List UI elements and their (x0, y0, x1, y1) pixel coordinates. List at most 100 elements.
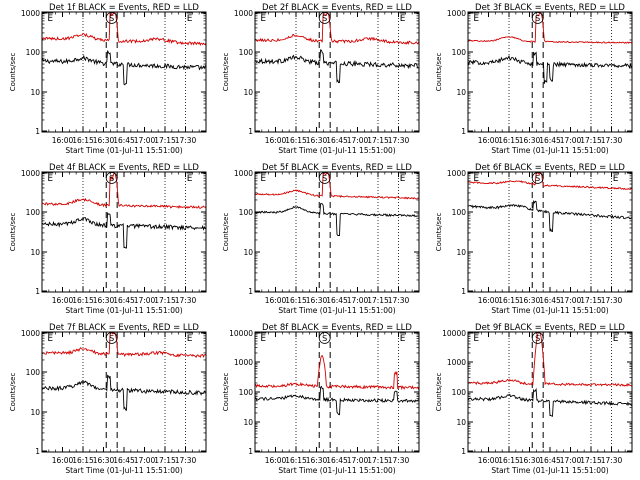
y-axis-label: Counts/sec (222, 213, 230, 252)
y-tick-label: 1000 (234, 358, 253, 367)
x-tick-label: 16:15 (72, 296, 94, 305)
y-tick-label: 10000 (229, 329, 253, 338)
y-tick-label: 1 (461, 447, 466, 456)
chart-title: Det 4f BLACK = Events, RED = LLD (49, 163, 199, 173)
y-tick-label: 10 (30, 88, 40, 97)
x-tick-label: 16:30 (519, 456, 541, 465)
event-marker-e-right: E (613, 14, 619, 24)
x-tick-label: 17:15 (367, 136, 389, 145)
x-tick-label: 16:30 (93, 456, 115, 465)
x-tick-label: 16:15 (285, 456, 307, 465)
event-marker-e-left: E (473, 174, 479, 184)
event-marker-s: S (535, 14, 540, 23)
y-tick-label: 1000 (447, 169, 466, 178)
event-marker-e-right: E (187, 174, 193, 184)
y-tick-label: 1000 (234, 9, 253, 18)
y-axis-label: Counts/sec (435, 53, 443, 92)
y-tick-label: 100 (26, 368, 41, 377)
series-line-black (254, 385, 420, 416)
chart-panel-1: Det 1f BLACK = Events, RED = LLD 1000 100 1… (9, 3, 207, 155)
y-axis-label: Counts/sec (9, 213, 17, 252)
event-marker-s: S (109, 174, 114, 183)
event-marker-s: S (535, 174, 540, 183)
x-tick-label: 16:45 (326, 136, 348, 145)
plot-frame (41, 11, 207, 133)
x-tick-label: 16:30 (93, 136, 115, 145)
y-tick-label: 1 (35, 447, 40, 456)
y-tick-label: 10 (30, 248, 40, 257)
chart-title: Det 3f BLACK = Events, RED = LLD (475, 3, 625, 13)
x-tick-label: 16:45 (539, 456, 561, 465)
x-tick-label: 16:45 (326, 456, 348, 465)
x-axis-label: Start Time (01-Jul-11 15:51:00) (278, 306, 395, 315)
y-tick-label: 1 (248, 447, 253, 456)
y-tick-label: 10000 (442, 329, 466, 338)
x-tick-label: 17:00 (134, 456, 156, 465)
x-tick-label: 16:30 (306, 456, 328, 465)
x-tick-label: 16:00 (52, 136, 74, 145)
y-tick-label: 100 (26, 208, 41, 217)
x-tick-label: 16:00 (52, 456, 74, 465)
series-line-black (254, 49, 420, 84)
y-tick-label: 100 (26, 48, 41, 57)
y-tick-label: 1000 (234, 169, 253, 178)
y-tick-label: 100 (239, 388, 254, 397)
x-tick-label: 17:15 (367, 456, 389, 465)
plot-frame (467, 331, 633, 453)
chart-panel-6: Det 6f BLACK = Events, RED = LLD 1000 100 1… (435, 163, 633, 315)
x-tick-label: 17:30 (388, 296, 410, 305)
event-marker-e-left: E (260, 14, 266, 24)
x-tick-label: 17:00 (560, 136, 582, 145)
chart-panel-8: Det 8f BLACK = Events, RED = LLD 10000 100… (222, 323, 420, 475)
event-marker-e-left: E (473, 334, 479, 344)
x-tick-label: 16:15 (72, 136, 94, 145)
chart-title: Det 6f BLACK = Events, RED = LLD (475, 163, 625, 173)
chart-title: Det 9f BLACK = Events, RED = LLD (475, 323, 625, 333)
x-axis-label: Start Time (01-Jul-11 15:51:00) (491, 466, 608, 475)
x-tick-label: 17:30 (175, 136, 197, 145)
series-line-red (254, 172, 420, 200)
chart-title: Det 5f BLACK = Events, RED = LLD (262, 163, 412, 173)
event-marker-e-left: E (473, 14, 479, 24)
chart-panel-9: Det 9f BLACK = Events, RED = LLD 10000 100… (435, 323, 633, 475)
x-tick-label: 17:15 (154, 136, 176, 145)
x-axis-label: Start Time (01-Jul-11 15:51:00) (278, 466, 395, 475)
x-tick-label: 17:30 (175, 296, 197, 305)
event-marker-e-left: E (47, 174, 53, 184)
chart-title: Det 7f BLACK = Events, RED = LLD (49, 323, 199, 333)
x-axis-label: Start Time (01-Jul-11 15:51:00) (491, 306, 608, 315)
x-tick-label: 17:00 (347, 456, 369, 465)
x-tick-label: 16:15 (498, 456, 520, 465)
event-marker-e-left: E (47, 14, 53, 24)
y-tick-label: 10 (30, 408, 40, 417)
event-marker-e-right: E (400, 174, 406, 184)
x-tick-label: 16:30 (306, 136, 328, 145)
y-tick-label: 1 (248, 287, 253, 296)
event-marker-s-circle (105, 332, 118, 344)
x-axis-label: Start Time (01-Jul-11 15:51:00) (65, 306, 182, 315)
event-marker-s: S (535, 334, 540, 343)
y-tick-label: 1 (461, 127, 466, 136)
x-tick-label: 16:00 (265, 136, 287, 145)
x-tick-label: 16:15 (72, 456, 94, 465)
event-marker-e-left: E (260, 174, 266, 184)
y-axis-label: Counts/sec (9, 373, 17, 412)
series-line-red (41, 332, 207, 359)
x-tick-label: 17:30 (175, 456, 197, 465)
series-line-red (467, 332, 633, 387)
plot-frame (41, 171, 207, 293)
event-marker-e-left: E (47, 334, 53, 344)
x-tick-label: 16:00 (478, 136, 500, 145)
series-line-black (467, 51, 633, 84)
event-marker-s: S (322, 14, 327, 23)
y-tick-label: 1000 (21, 9, 40, 18)
y-tick-label: 1000 (447, 9, 466, 18)
x-tick-label: 17:00 (347, 136, 369, 145)
series-line-red (255, 12, 420, 45)
y-tick-label: 1000 (21, 169, 40, 178)
x-tick-label: 17:30 (601, 296, 623, 305)
series-line-black (41, 211, 207, 249)
x-tick-label: 16:45 (113, 296, 135, 305)
event-marker-s-circle (105, 172, 118, 184)
event-marker-s-circle (318, 172, 331, 184)
